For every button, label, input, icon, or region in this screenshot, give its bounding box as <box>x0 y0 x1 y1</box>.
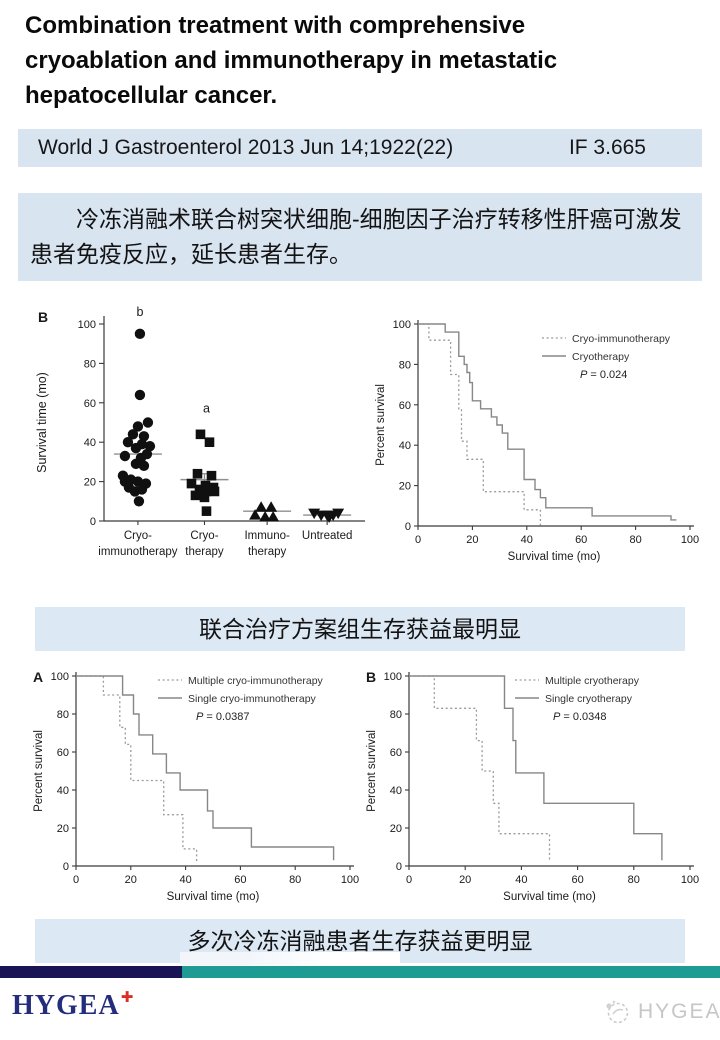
svg-text:100: 100 <box>78 319 96 331</box>
svg-text:80: 80 <box>628 874 640 886</box>
svg-text:60: 60 <box>399 400 411 412</box>
svg-text:100: 100 <box>681 534 699 546</box>
svg-text:Survival time (mo): Survival time (mo) <box>35 372 49 473</box>
svg-text:0: 0 <box>73 874 79 886</box>
hygea-logo-text: HYGEA <box>12 990 120 1021</box>
svg-text:40: 40 <box>521 534 533 546</box>
svg-text:Single cryo-immunotherapy: Single cryo-immunotherapy <box>188 693 317 705</box>
journal-bar: World J Gastroenterol 2013 Jun 14;1922(2… <box>18 129 702 167</box>
svg-text:20: 20 <box>399 481 411 493</box>
svg-text:Cryo-: Cryo- <box>190 530 218 542</box>
svg-text:B: B <box>38 309 48 325</box>
scatter-chart-survival-by-treatment: 0 20 40 60 80 100 Survival time (mo) Cryo-immun… <box>26 296 370 570</box>
page-title: Combination treatment with comprehensive… <box>25 12 558 109</box>
svg-text:P = 0.0348: P = 0.0348 <box>553 711 607 723</box>
svg-text:Percent survival: Percent survival <box>33 730 45 812</box>
svg-text:60: 60 <box>571 874 583 886</box>
svg-text:40: 40 <box>515 874 527 886</box>
svg-text:100: 100 <box>384 671 402 683</box>
svg-text:P = 0.0387: P = 0.0387 <box>196 711 250 723</box>
red-cross-icon: ✚ <box>120 988 135 1006</box>
svg-text:80: 80 <box>57 709 69 721</box>
svg-text:Cryo-immunotherapy: Cryo-immunotherapy <box>572 333 671 345</box>
svg-text:Untreated: Untreated <box>302 530 353 542</box>
svg-text:20: 20 <box>459 874 471 886</box>
figure-caption-1: 联合治疗方案组生存获益最明显 <box>35 607 685 651</box>
svg-text:Survival time (mo): Survival time (mo) <box>503 891 596 903</box>
svg-text:0: 0 <box>90 516 96 528</box>
hygea-logo: HYGEA✚ <box>12 988 135 1022</box>
journal-citation: World J Gastroenterol 2013 Jun 14;1922(2… <box>38 136 454 159</box>
footer-bar <box>0 966 720 978</box>
svg-text:60: 60 <box>575 534 587 546</box>
km-chart-cryoimmuno-vs-cryo: 0 20 40 60 80 100 0 20 40 60 80 100 Survival time (m… <box>372 310 700 570</box>
svg-text:Single cryotherapy: Single cryotherapy <box>545 693 633 705</box>
svg-text:20: 20 <box>57 823 69 835</box>
svg-text:20: 20 <box>125 874 137 886</box>
svg-text:0: 0 <box>405 521 411 533</box>
svg-text:80: 80 <box>289 874 301 886</box>
svg-text:0: 0 <box>396 861 402 873</box>
svg-text:B: B <box>366 669 376 685</box>
svg-text:b: b <box>136 305 143 319</box>
svg-text:80: 80 <box>390 709 402 721</box>
svg-text:Immuno-: Immuno- <box>244 530 290 542</box>
svg-text:Multiple cryotherapy: Multiple cryotherapy <box>545 675 640 687</box>
svg-text:100: 100 <box>51 671 69 683</box>
svg-text:0: 0 <box>63 861 69 873</box>
svg-text:a: a <box>203 402 210 416</box>
svg-text:A: A <box>33 669 43 685</box>
svg-text:Survival time (mo): Survival time (mo) <box>508 551 601 563</box>
svg-text:60: 60 <box>234 874 246 886</box>
svg-text:Cryo-: Cryo- <box>124 530 152 542</box>
svg-text:80: 80 <box>629 534 641 546</box>
km-chart-multiple-vs-single-cryoimmuno: 0 20 40 60 80 100 0 20 40 60 80 100 Survival time (m… <box>30 662 360 910</box>
svg-text:20: 20 <box>466 534 478 546</box>
impact-factor: IF 3.665 <box>568 136 646 159</box>
svg-text:therapy: therapy <box>248 546 287 558</box>
svg-text:100: 100 <box>341 874 359 886</box>
svg-text:Percent survival: Percent survival <box>366 730 378 812</box>
km-chart-multiple-vs-single-cryo: 0 20 40 60 80 100 0 20 40 60 80 100 Survival time (m… <box>363 662 700 910</box>
svg-text:60: 60 <box>57 747 69 759</box>
footer-bar-teal-segment <box>182 966 720 978</box>
svg-text:0: 0 <box>406 874 412 886</box>
svg-text:80: 80 <box>399 359 411 371</box>
svg-text:60: 60 <box>390 747 402 759</box>
summary-block: 冷冻消融术联合树突状细胞-细胞因子治疗转移性肝癌可激发患者免疫反应，延长患者生存… <box>18 193 702 281</box>
svg-text:immunotherapy: immunotherapy <box>98 546 178 558</box>
svg-text:100: 100 <box>393 319 411 331</box>
background-watermark-shape <box>180 952 400 965</box>
svg-text:20: 20 <box>84 477 96 489</box>
svg-text:0: 0 <box>415 534 421 546</box>
svg-text:Survival time (mo): Survival time (mo) <box>167 891 260 903</box>
svg-text:100: 100 <box>681 874 699 886</box>
svg-text:20: 20 <box>390 823 402 835</box>
svg-text:Multiple cryo-immunotherapy: Multiple cryo-immunotherapy <box>188 675 324 687</box>
svg-text:therapy: therapy <box>185 546 224 558</box>
svg-text:40: 40 <box>84 437 96 449</box>
summary-text-cn: 冷冻消融术联合树突状细胞-细胞因子治疗转移性肝癌可激发患者免疫反应，延长患者生存… <box>30 206 682 267</box>
svg-text:P = 0.024: P = 0.024 <box>580 369 627 381</box>
hygea-watermark: HYGEA <box>602 997 720 1027</box>
footer-bar-navy-segment <box>0 966 182 978</box>
svg-text:40: 40 <box>179 874 191 886</box>
svg-text:40: 40 <box>399 440 411 452</box>
svg-text:40: 40 <box>57 785 69 797</box>
svg-text:Cryotherapy: Cryotherapy <box>572 351 630 363</box>
svg-text:80: 80 <box>84 358 96 370</box>
svg-text:40: 40 <box>390 785 402 797</box>
svg-text:60: 60 <box>84 398 96 410</box>
dashed-circle-emblem-icon <box>606 1000 629 1024</box>
hygea-watermark-text: HYGEA <box>638 1000 720 1023</box>
svg-text:Percent survival: Percent survival <box>375 384 387 466</box>
